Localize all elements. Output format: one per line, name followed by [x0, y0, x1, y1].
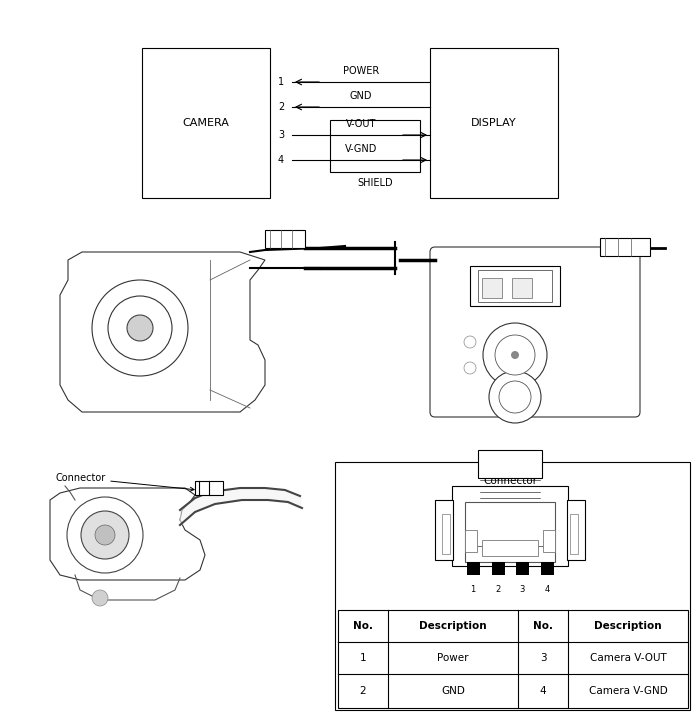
Text: 3: 3: [278, 130, 284, 140]
Bar: [478, 270, 552, 302]
Text: GND: GND: [350, 91, 372, 101]
Bar: [478, 450, 542, 478]
Circle shape: [464, 362, 476, 374]
Text: Description: Description: [594, 621, 662, 631]
Bar: [543, 530, 555, 552]
Text: 2: 2: [278, 102, 284, 112]
Text: V-GND: V-GND: [345, 144, 377, 154]
Text: 4: 4: [545, 585, 550, 594]
Circle shape: [483, 323, 547, 387]
Circle shape: [108, 296, 172, 360]
Bar: [335, 462, 690, 710]
Text: CAMERA: CAMERA: [183, 118, 230, 128]
Bar: [195, 481, 223, 495]
Text: GND: GND: [441, 686, 465, 696]
Text: 2: 2: [360, 686, 366, 696]
Bar: [265, 230, 305, 248]
Text: No.: No.: [533, 621, 553, 631]
Text: 1: 1: [278, 77, 284, 87]
Text: Power: Power: [438, 653, 469, 663]
Circle shape: [92, 590, 108, 606]
Bar: [540, 561, 554, 574]
Text: 1: 1: [360, 653, 366, 663]
Bar: [330, 120, 420, 172]
Bar: [567, 500, 585, 560]
Circle shape: [464, 336, 476, 348]
Bar: [466, 561, 480, 574]
Bar: [435, 500, 453, 560]
Polygon shape: [60, 252, 265, 412]
Text: Camera V-OUT: Camera V-OUT: [589, 653, 666, 663]
Bar: [512, 278, 532, 298]
Text: SHIELD: SHIELD: [357, 178, 393, 188]
Bar: [430, 48, 558, 198]
Text: Description: Description: [419, 621, 486, 631]
Circle shape: [81, 511, 129, 559]
Bar: [491, 561, 505, 574]
Text: V-OUT: V-OUT: [346, 119, 376, 129]
Text: 4: 4: [278, 155, 284, 165]
Bar: [482, 540, 538, 556]
Bar: [600, 238, 650, 256]
Circle shape: [92, 280, 188, 376]
Circle shape: [499, 381, 531, 413]
Text: 3: 3: [519, 585, 525, 594]
Text: POWER: POWER: [343, 66, 379, 76]
Bar: [515, 561, 528, 574]
Bar: [470, 266, 560, 306]
Bar: [142, 48, 270, 198]
Bar: [570, 514, 578, 554]
Text: 4: 4: [540, 686, 546, 696]
Bar: [452, 486, 568, 566]
Circle shape: [495, 335, 535, 375]
Text: 3: 3: [540, 653, 546, 663]
Polygon shape: [50, 488, 205, 580]
Text: DISPLAY: DISPLAY: [471, 118, 517, 128]
Text: 2: 2: [496, 585, 500, 594]
Circle shape: [489, 371, 541, 423]
Text: Camera V-GND: Camera V-GND: [589, 686, 667, 696]
FancyBboxPatch shape: [430, 247, 640, 417]
Circle shape: [67, 497, 143, 573]
Text: Connector: Connector: [55, 473, 194, 491]
Bar: [482, 278, 502, 298]
Circle shape: [127, 315, 153, 341]
Bar: [465, 502, 555, 562]
Circle shape: [95, 525, 115, 545]
Text: No.: No.: [353, 621, 373, 631]
Circle shape: [511, 351, 519, 359]
Text: 1: 1: [470, 585, 475, 594]
Bar: [442, 514, 450, 554]
Bar: [465, 530, 477, 552]
Bar: [338, 610, 688, 708]
Text: Connector: Connector: [483, 476, 537, 486]
